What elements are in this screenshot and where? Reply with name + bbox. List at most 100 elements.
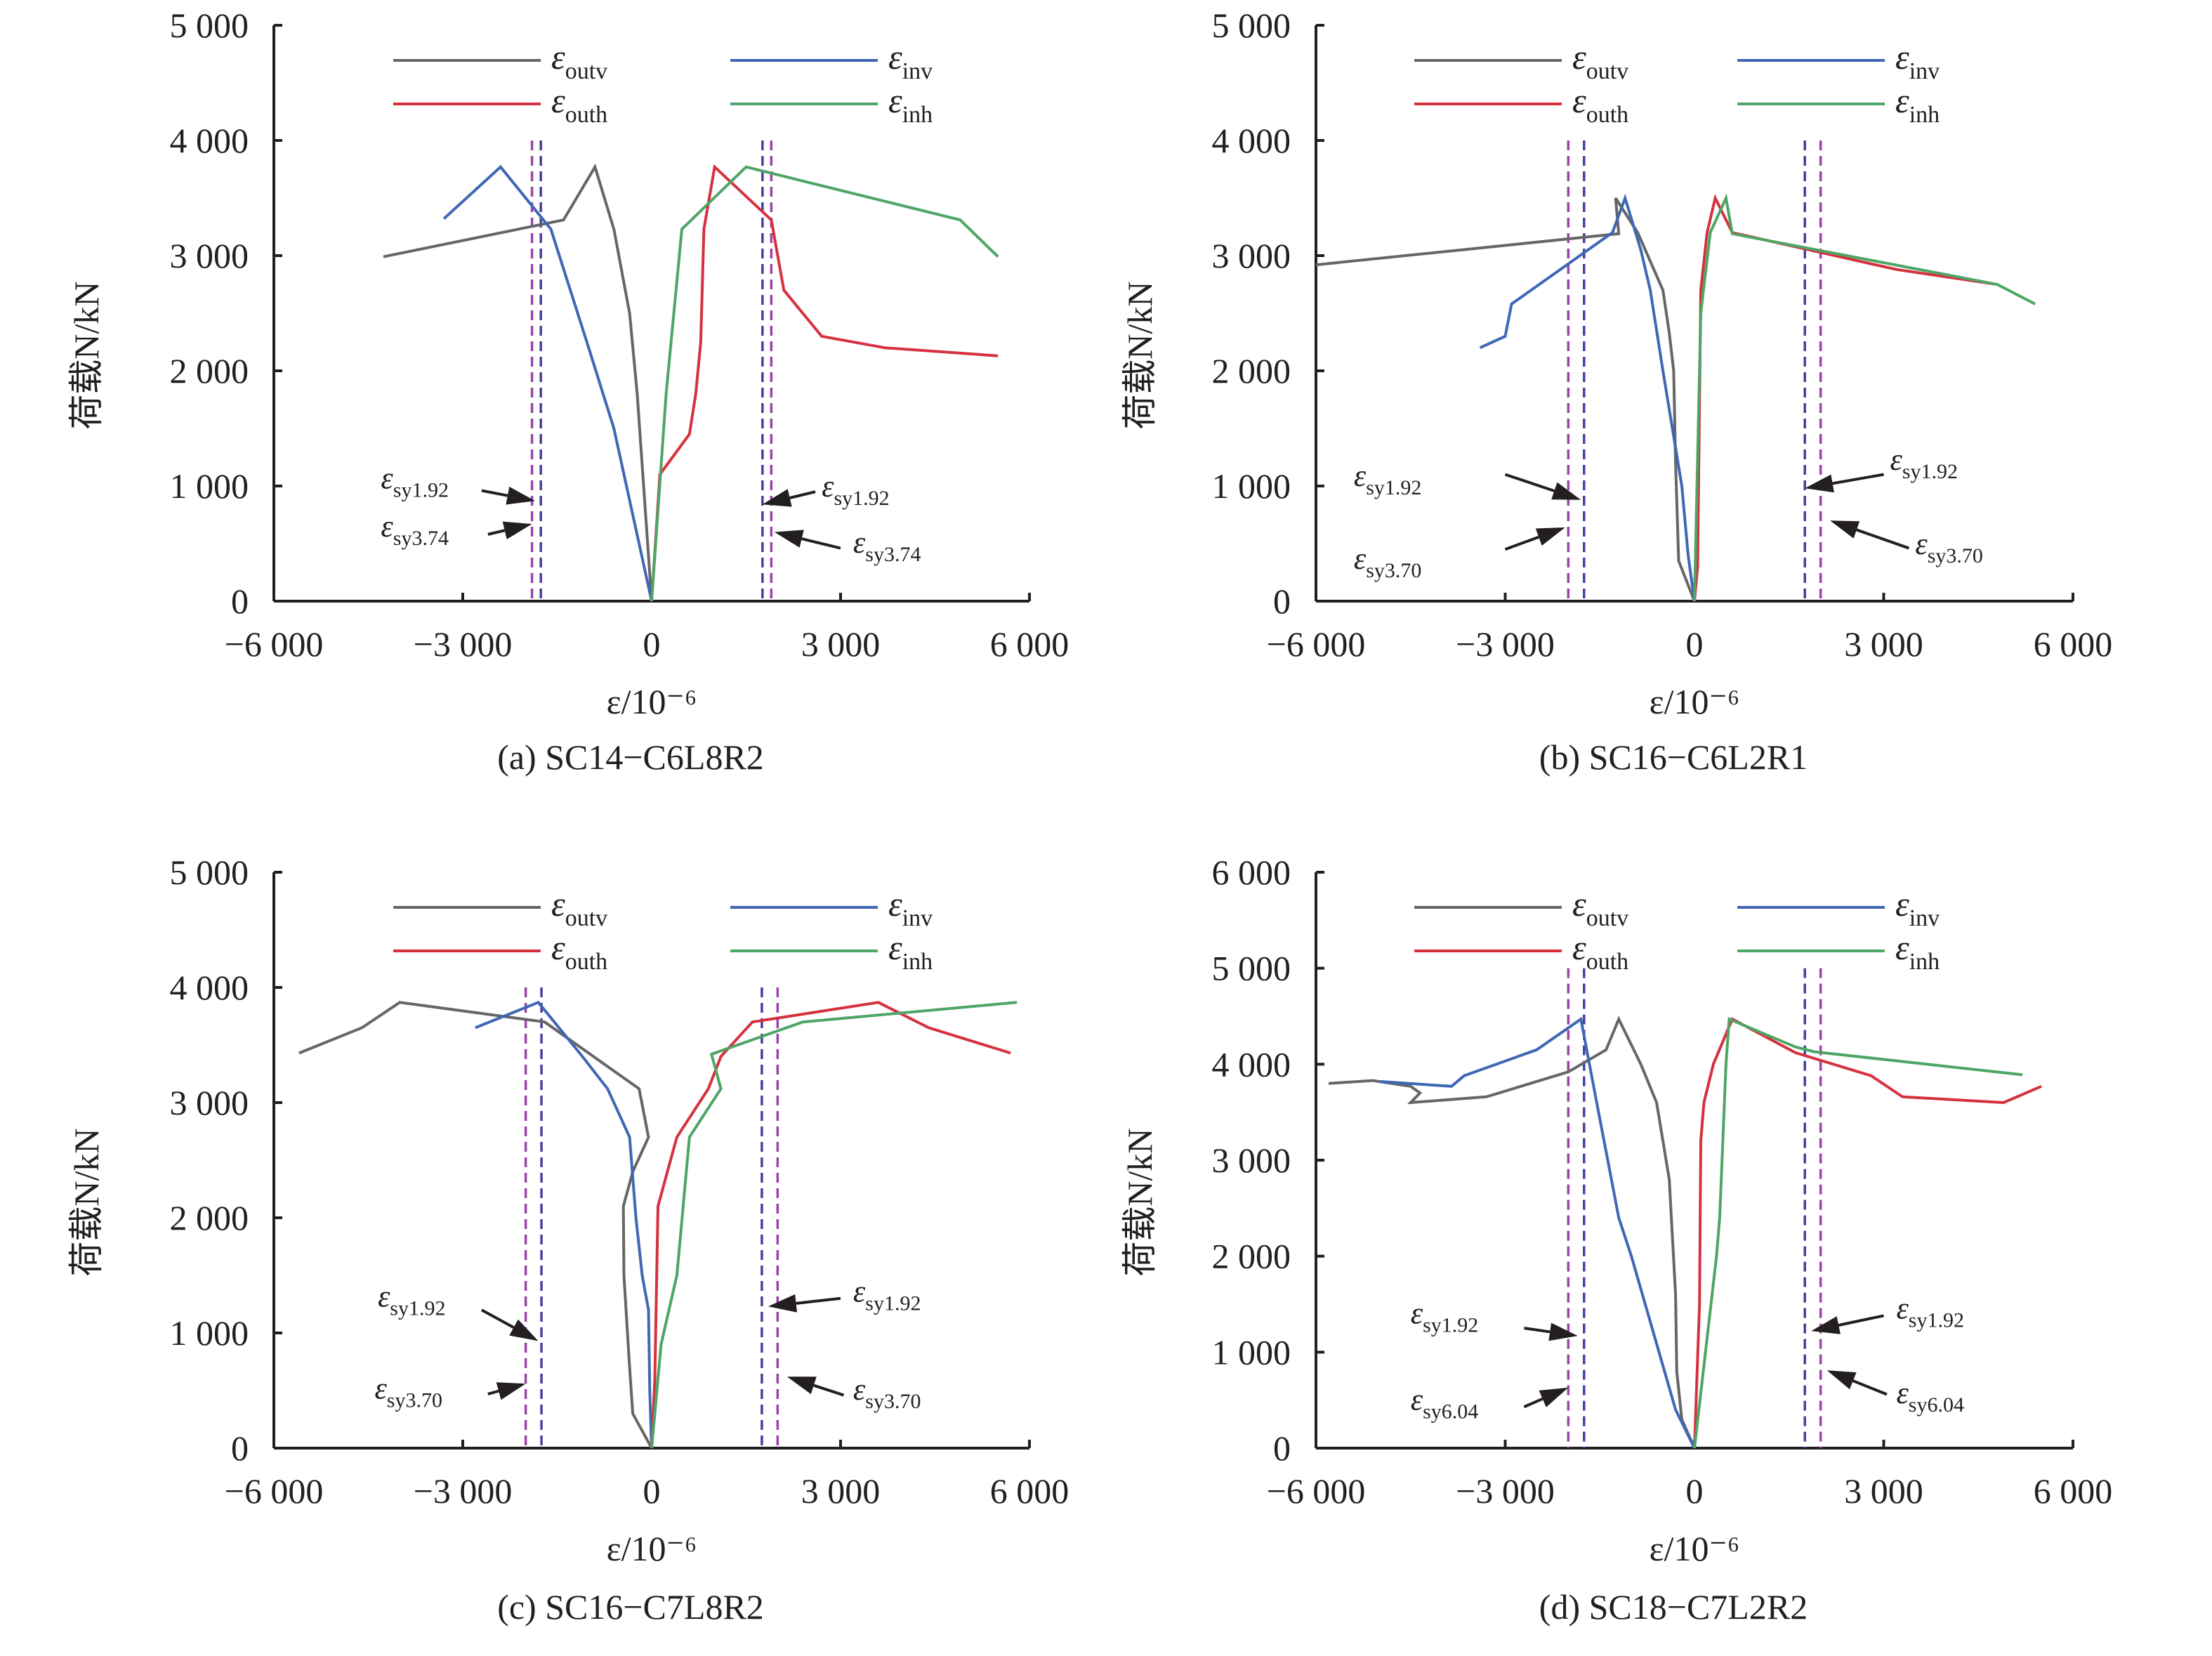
annotation-subscript: sy1.92: [393, 478, 449, 501]
legend-item: εinh: [1737, 81, 1940, 128]
yield-annotation: εsy3.74: [774, 525, 921, 566]
legend-symbol: ε: [888, 37, 902, 77]
arrow-head: [1551, 482, 1581, 500]
y-tick-label: 2 000: [170, 351, 249, 390]
annotation-subscript: sy1.92: [865, 1292, 921, 1315]
x-tick-label: 0: [643, 624, 661, 664]
legend-symbol: ε: [888, 884, 902, 924]
legend-subscript: inv: [1909, 58, 1940, 84]
y-tick-label: 6 000: [1212, 853, 1291, 892]
series-line-inv: [1479, 193, 1696, 602]
series-line-outv: [298, 1001, 653, 1449]
arrow-shaft: [1852, 1379, 1888, 1396]
arrow-shaft: [789, 490, 816, 499]
annotation-label: εsy3.70: [1915, 527, 1983, 567]
annotation-label: εsy6.04: [1896, 1376, 1964, 1417]
annotation-subscript: sy1.92: [1909, 1309, 1964, 1332]
x-tick-label: −6 000: [225, 1471, 324, 1511]
y-tick-label: 0: [1273, 1428, 1291, 1468]
annotation-symbol: ε: [381, 509, 393, 544]
yield-annotation: εsy1.92: [768, 1275, 921, 1315]
y-tick-label: 5 000: [170, 6, 249, 45]
legend-item: εouth: [1414, 81, 1628, 128]
annotation-symbol: ε: [374, 1371, 387, 1405]
annotation-label: εsy6.04: [1411, 1382, 1479, 1423]
arrow-shaft: [480, 1308, 515, 1329]
x-tick-label: −3 000: [1456, 1471, 1555, 1511]
y-tick-label: 2 000: [1212, 1237, 1291, 1276]
legend-item: εoutv: [393, 37, 607, 84]
annotation-symbol: ε: [853, 525, 866, 560]
series-line-inv: [1378, 1016, 1696, 1449]
y-tick-label: 5 000: [170, 853, 249, 892]
legend-label: εoutv: [551, 884, 607, 931]
arrow-shaft: [1856, 528, 1910, 550]
y-tick-label: 2 000: [170, 1198, 249, 1237]
legend-label: εinh: [1895, 81, 1940, 128]
legend-item: εinh: [1737, 928, 1940, 975]
x-axis-title: ε/10⁻⁶: [1650, 682, 1740, 721]
legend-label: εouth: [551, 928, 607, 975]
annotation-subscript: sy3.70: [387, 1388, 442, 1412]
chart-panel-a: 0 1 000 2 000 3 000 4 000 5 000 −6 000 −3 000 0 3…: [67, 6, 1069, 777]
chart-caption: (a) SC14−C6L8R2: [497, 737, 764, 777]
series-line-inv: [442, 164, 653, 602]
x-tick-label: −6 000: [1267, 624, 1366, 664]
x-tick-label: −3 000: [1456, 624, 1555, 664]
chart-caption: (b) SC16−C6L2R1: [1539, 737, 1808, 777]
legend-subscript: inh: [1909, 949, 1940, 975]
arrow-shaft: [487, 529, 506, 536]
legend-item: εouth: [393, 928, 607, 975]
y-tick-label: 3 000: [1212, 1141, 1291, 1180]
annotation-symbol: ε: [853, 1372, 866, 1407]
yield-annotation: εsy1.92: [378, 1279, 539, 1341]
series-line-outv: [383, 163, 653, 602]
x-tick-label: 6 000: [990, 624, 1069, 664]
x-tick-label: 0: [1686, 1471, 1704, 1511]
legend-subscript: inv: [902, 905, 933, 931]
legend-subscript: outv: [1586, 58, 1628, 84]
arrow-shaft: [1524, 1327, 1551, 1334]
x-tick-label: 0: [1686, 624, 1704, 664]
arrow-head: [1805, 474, 1834, 493]
annotation-symbol: ε: [381, 461, 393, 495]
x-tick-label: 0: [643, 1471, 661, 1511]
annotation-subscript: sy6.04: [1909, 1393, 1964, 1417]
x-tick-label: 3 000: [801, 624, 881, 664]
arrow-head: [509, 1319, 539, 1341]
y-tick-label: 3 000: [170, 236, 249, 275]
chart-caption: (c) SC16−C7L8R2: [497, 1587, 764, 1627]
legend-item: εoutv: [1414, 884, 1628, 931]
annotation-label: εsy1.92: [1411, 1296, 1479, 1336]
arrow-shaft: [1504, 473, 1555, 492]
annotation-symbol: ε: [1915, 527, 1928, 561]
arrow-head: [1811, 1316, 1841, 1334]
arrow-head: [786, 1376, 817, 1395]
arrow-shaft: [1523, 1398, 1543, 1409]
legend-label: εouth: [1572, 81, 1628, 128]
legend-subscript: outv: [565, 905, 607, 931]
annotation-subscript: sy1.92: [1366, 476, 1421, 499]
x-tick-label: 6 000: [990, 1471, 1069, 1511]
yield-annotation: εsy1.92: [1805, 442, 1958, 493]
legend-label: εoutv: [1572, 37, 1628, 84]
yield-annotation: εsy1.92: [1811, 1292, 1964, 1334]
y-tick-label: 1 000: [170, 466, 249, 506]
series-line-inv: [475, 1000, 653, 1449]
y-tick-label: 4 000: [1212, 121, 1291, 160]
legend-subscript: outh: [1586, 102, 1628, 128]
y-tick-label: 2 000: [1212, 351, 1291, 390]
legend-label: εinv: [1895, 37, 1940, 84]
y-axis-title: 荷载N/kN: [67, 1128, 106, 1276]
series-line-outh: [650, 164, 999, 602]
legend-label: εinv: [888, 884, 933, 931]
arrow-head: [1826, 1370, 1857, 1390]
arrow-head: [774, 530, 804, 548]
legend-symbol: ε: [1572, 81, 1586, 120]
arrow-shaft: [1832, 473, 1884, 485]
arrow-head: [1830, 520, 1860, 539]
legend-item: εinv: [1737, 37, 1940, 84]
yield-annotation: εsy3.70: [1830, 520, 1983, 567]
yield-annotation: εsy6.04: [1826, 1370, 1964, 1417]
x-axis-title: ε/10⁻⁶: [607, 1529, 697, 1568]
